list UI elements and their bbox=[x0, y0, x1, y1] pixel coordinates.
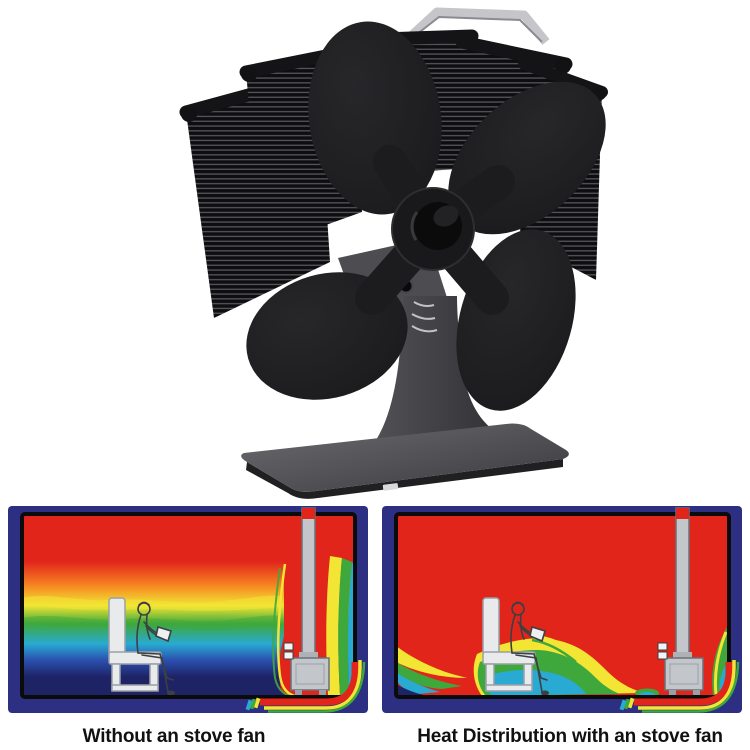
wall-plume-yellow bbox=[326, 556, 342, 695]
stove-fan-photo bbox=[179, 7, 608, 499]
warm-swirl bbox=[531, 638, 577, 663]
fin-rod-tip bbox=[181, 106, 197, 122]
wall-plume-green bbox=[338, 558, 352, 695]
stove-fan-illustration bbox=[179, 7, 608, 499]
plume-boundary bbox=[272, 567, 297, 698]
base-plate bbox=[241, 423, 569, 499]
fan-hub bbox=[391, 187, 475, 271]
thermal-comparison bbox=[0, 500, 750, 713]
fin-rod-tip bbox=[555, 58, 571, 74]
left-floor-navy bbox=[396, 684, 436, 697]
heat-wave-band bbox=[22, 615, 280, 630]
base-label bbox=[382, 483, 399, 491]
caption-without-fan: Without an stove fan bbox=[82, 726, 266, 747]
wall-plume-edge bbox=[713, 631, 728, 695]
left-floor-cyan bbox=[396, 672, 440, 694]
support-column bbox=[356, 296, 512, 454]
fin-rod-tip bbox=[241, 66, 257, 82]
thermal-diagram-with-fan bbox=[382, 506, 742, 713]
motor-spring bbox=[411, 301, 438, 333]
heat-wave-band bbox=[22, 595, 280, 611]
thermal-diagram-without-fan bbox=[8, 506, 368, 713]
caption-with-fan: Heat Distribution with an stove fan bbox=[417, 726, 723, 747]
room-frame bbox=[394, 512, 731, 699]
left-floor-green bbox=[396, 662, 462, 689]
figure-captions: Without an stove fan Heat Distribution w… bbox=[0, 726, 750, 748]
carry-handle bbox=[395, 7, 550, 51]
room-frame bbox=[20, 512, 357, 699]
plume-boundary bbox=[276, 563, 299, 699]
left-floor-yellow bbox=[396, 646, 467, 678]
